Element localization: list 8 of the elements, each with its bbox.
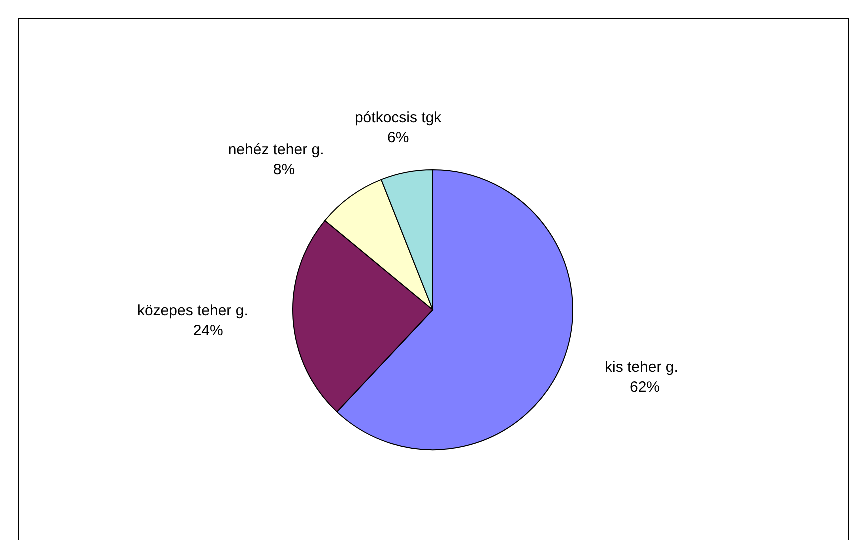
- data-label: 6%: [387, 129, 410, 146]
- slice-label: pótkocsis tgk: [354, 109, 442, 126]
- slice-label: nehéz teher g.: [228, 141, 324, 158]
- data-label: 62%: [630, 379, 660, 396]
- slice-label: kis teher g.: [605, 359, 678, 376]
- data-label: 24%: [193, 322, 224, 340]
- slice-label: közepes teher g.: [137, 302, 248, 320]
- data-label: 8%: [273, 161, 296, 178]
